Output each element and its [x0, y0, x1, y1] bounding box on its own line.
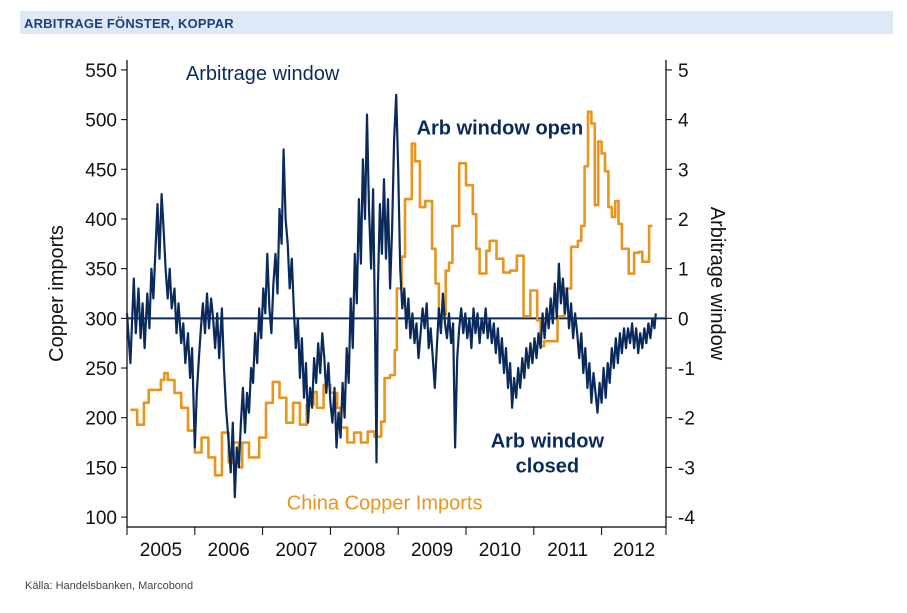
y-axis-title-left: Copper imports — [46, 225, 68, 362]
y-tick-label-right: 0 — [678, 309, 689, 330]
y-tick-label-right: 5 — [678, 61, 689, 82]
y-tick-label-right: -2 — [678, 409, 695, 430]
y-tick-label-left: 100 — [85, 508, 117, 529]
x-tick-label: 2008 — [343, 540, 385, 561]
y-tick-label-left: 250 — [85, 359, 117, 380]
y-tick-label-left: 350 — [85, 260, 117, 281]
x-tick-label: 2007 — [275, 540, 317, 561]
y-axis-title-right: Arbitrage window — [706, 207, 728, 361]
y-tick-label-left: 400 — [85, 210, 117, 231]
y-tick-label-right: -1 — [678, 359, 695, 380]
page-title: ARBITRAGE FÖNSTER, KOPPAR — [24, 16, 234, 31]
y-tick-label-right: 3 — [678, 160, 689, 181]
source-note: Källa: Handelsbanken, Marcobond — [25, 580, 194, 592]
y-tick-label-left: 200 — [85, 409, 117, 430]
annotation: China Copper Imports — [287, 493, 483, 515]
y-tick-label-left: 300 — [85, 309, 117, 330]
x-tick-label: 2012 — [613, 540, 655, 561]
x-tick-label: 2010 — [479, 540, 521, 561]
y-tick-label-right: -3 — [678, 458, 695, 479]
x-tick-label: 2009 — [411, 540, 453, 561]
y-tick-label-right: 2 — [678, 210, 689, 231]
annotation: Arb window open — [417, 118, 584, 140]
x-tick-label: 2005 — [140, 540, 182, 561]
header-bar: ARBITRAGE FÖNSTER, KOPPAR — [20, 11, 893, 34]
y-tick-label-right: 4 — [678, 111, 689, 132]
y-tick-label-left: 500 — [85, 111, 117, 132]
annotation: closed — [516, 455, 579, 477]
annotation: Arb window — [491, 431, 605, 453]
x-tick-label: 2006 — [208, 540, 250, 561]
y-tick-label-right: -4 — [678, 508, 695, 529]
y-tick-label-right: 1 — [678, 260, 689, 281]
y-tick-label-left: 550 — [85, 61, 117, 82]
arbitrage-window-line — [125, 93, 657, 499]
y-tick-label-left: 150 — [85, 458, 117, 479]
annotation: Arbitrage window — [186, 63, 340, 85]
x-tick-label: 2011 — [547, 540, 588, 561]
y-tick-label-left: 450 — [85, 160, 117, 181]
china-copper-imports-line — [130, 110, 653, 477]
